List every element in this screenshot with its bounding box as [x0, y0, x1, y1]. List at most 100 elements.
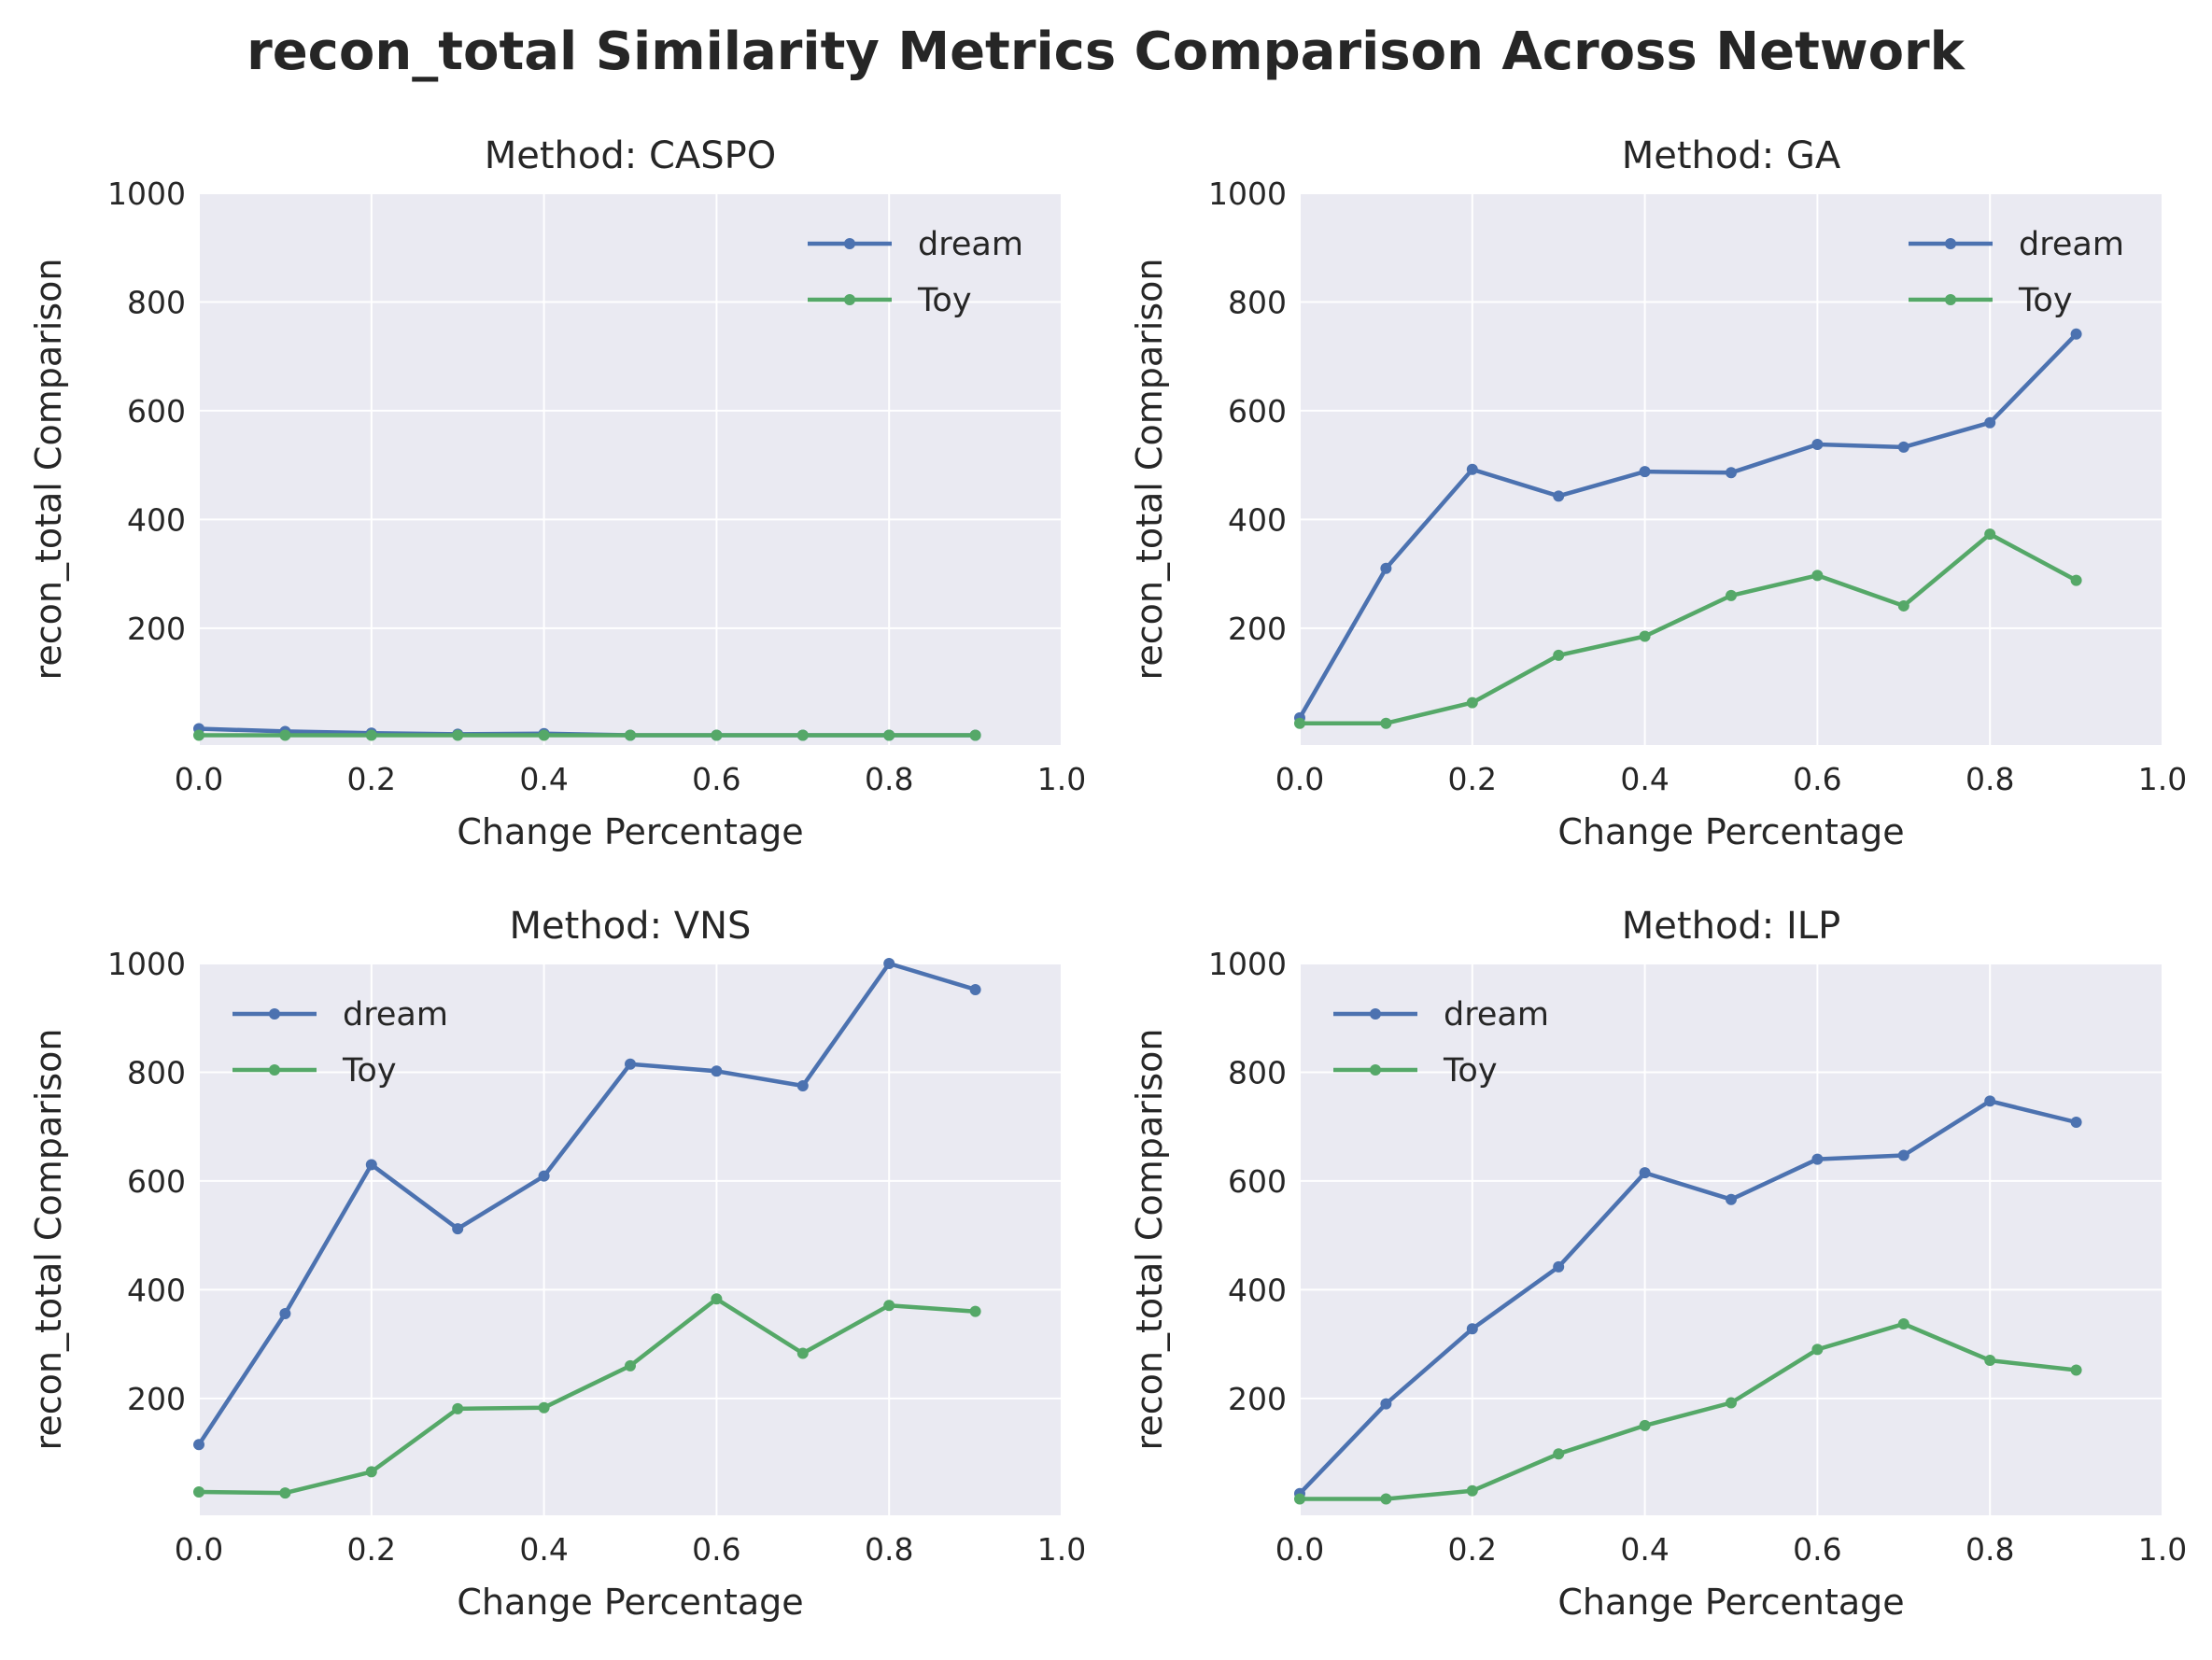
data-point-toy: [365, 1466, 377, 1478]
data-point-dream: [1726, 1193, 1737, 1205]
data-point-dream: [193, 1439, 204, 1451]
data-point-toy: [2070, 574, 2082, 586]
data-point-dream: [1984, 416, 1996, 429]
plot-area: [1300, 964, 2163, 1515]
data-point-dream: [1984, 1095, 1996, 1107]
x-tick-label: 0.2: [1448, 761, 1497, 797]
x-tick-label: 0.6: [692, 761, 740, 797]
data-point-toy: [1466, 1484, 1478, 1497]
y-tick-label: 400: [1228, 1272, 1287, 1308]
data-point-dream: [1726, 467, 1737, 479]
y-tick-label: 800: [1228, 284, 1287, 320]
legend-marker-dream: [1945, 238, 1956, 249]
series-line-dream: [1298, 1099, 2078, 1496]
data-point-toy: [365, 729, 377, 741]
legend: dream Toy: [1909, 226, 2124, 319]
data-point-dream: [1466, 1323, 1478, 1335]
data-point-dream: [365, 1159, 377, 1171]
data-point-toy: [969, 729, 981, 741]
y-axis-label: recon_total Comparison: [1129, 1029, 1170, 1451]
legend-marker-dream: [269, 1008, 280, 1020]
figure-title: recon_total Similarity Metrics Compariso…: [247, 21, 1966, 82]
x-tick-label: 0.2: [347, 761, 396, 797]
data-point-toy: [969, 1305, 981, 1317]
y-tick-label: 200: [1228, 611, 1287, 647]
data-point-dream: [1897, 1149, 1909, 1161]
y-tick-label: 800: [127, 1054, 186, 1090]
subplot-2: 0.0 0.2 0.4 0.6 0.8 1.0 200 400 600 800 1000 Method…: [1129, 134, 2187, 852]
y-tick-label: 200: [1228, 1381, 1287, 1417]
data-point-dream: [1811, 439, 1824, 451]
x-axis-label: Change Percentage: [457, 811, 803, 852]
data-point-dream: [1811, 1153, 1824, 1165]
x-tick-label: 0.6: [1793, 1531, 1841, 1568]
data-point-dream: [883, 958, 895, 969]
data-point-toy: [1726, 1397, 1737, 1409]
y-tick-label: 600: [1228, 1163, 1287, 1200]
subplot-grid: 0.0 0.2 0.4 0.6 0.8 1.0 200 400 600 800 1000 Method…: [28, 134, 2187, 1623]
legend-marker-toy: [1370, 1064, 1381, 1076]
y-tick-label: 200: [127, 1381, 186, 1417]
data-point-toy: [1553, 649, 1565, 661]
data-point-toy: [1811, 1343, 1824, 1356]
series-line-dream: [1298, 332, 2078, 720]
y-tick-label: 400: [127, 1272, 186, 1308]
subplot-title: Method: GA: [1622, 134, 1841, 177]
x-tick-label: 0.4: [519, 761, 568, 797]
data-point-dream: [1897, 441, 1909, 453]
legend-label-toy: Toy: [1443, 1052, 1498, 1090]
x-tick-label: 0.0: [1275, 1531, 1324, 1568]
x-tick-label: 0.2: [1448, 1531, 1497, 1568]
data-point-toy: [1294, 1493, 1305, 1505]
data-point-toy: [1553, 1448, 1565, 1460]
y-axis-label: recon_total Comparison: [28, 259, 69, 681]
data-point-toy: [1897, 599, 1909, 612]
x-tick-label: 0.8: [865, 761, 913, 797]
subplot-title: Method: ILP: [1622, 905, 1840, 948]
legend-label-toy: Toy: [917, 282, 972, 319]
data-point-toy: [538, 729, 550, 741]
data-point-toy: [1811, 570, 1824, 582]
data-point-toy: [452, 729, 464, 741]
legend-marker-toy: [269, 1064, 280, 1076]
legend-label-dream: dream: [343, 996, 448, 1034]
data-point-dream: [1466, 463, 1478, 475]
series-line-toy: [1300, 1321, 2077, 1501]
x-tick-label: 0.0: [175, 761, 223, 797]
x-tick-label: 1.0: [2138, 761, 2187, 797]
y-tick-label: 1000: [107, 176, 186, 212]
y-tick-label: 600: [1228, 393, 1287, 429]
data-point-dream: [279, 1307, 291, 1319]
data-point-dream: [969, 983, 981, 995]
data-point-dream: [711, 1065, 723, 1077]
subplot-1: 0.0 0.2 0.4 0.6 0.8 1.0 200 400 600 800 1000 Method…: [28, 134, 1086, 852]
data-point-dream: [1639, 1167, 1651, 1179]
data-point-toy: [883, 729, 895, 741]
x-axis-label: Change Percentage: [1557, 1582, 1904, 1623]
y-tick-label: 800: [1228, 1054, 1287, 1090]
data-point-toy: [279, 729, 291, 741]
data-point-dream: [1380, 562, 1392, 574]
data-point-toy: [1294, 717, 1305, 729]
y-tick-label: 600: [127, 1163, 186, 1200]
x-tick-label: 0.8: [1965, 761, 2014, 797]
data-point-toy: [625, 729, 636, 741]
data-point-toy: [1380, 1493, 1392, 1505]
data-point-toy: [1897, 1318, 1909, 1330]
data-point-toy: [1466, 696, 1478, 709]
x-axis-label: Change Percentage: [1557, 811, 1904, 852]
subplot-3: 0.0 0.2 0.4 0.6 0.8 1.0 200 400 600 800 1000 Method…: [28, 905, 1086, 1623]
legend-label-toy: Toy: [2018, 282, 2073, 319]
data-point-toy: [711, 729, 723, 741]
series-line-dream: [197, 961, 977, 1446]
subplot-4: 0.0 0.2 0.4 0.6 0.8 1.0 200 400 600 800 1000 Method…: [1129, 905, 2187, 1623]
y-tick-label: 400: [127, 501, 186, 538]
x-tick-label: 0.8: [1965, 1531, 2014, 1568]
data-point-dream: [1380, 1398, 1392, 1410]
legend: dream Toy: [232, 996, 448, 1090]
x-tick-label: 0.8: [865, 1531, 913, 1568]
data-point-dream: [2070, 328, 2082, 340]
data-point-toy: [1984, 1355, 1996, 1367]
subplot-title: Method: CASPO: [485, 134, 777, 177]
